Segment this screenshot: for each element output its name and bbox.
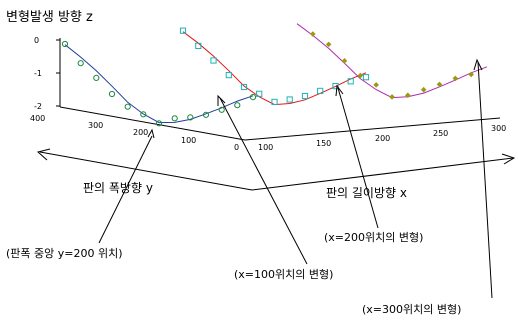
- marker-x300-5: [389, 94, 395, 100]
- marker-x100-9: [202, 111, 210, 118]
- leader-x200: [337, 87, 379, 229]
- y-tick-300: 300: [88, 121, 103, 130]
- x-tick-250: 250: [433, 129, 448, 138]
- marker-x200-3: [225, 72, 232, 79]
- marker-x100-6: [155, 120, 163, 127]
- annotation-x100: (x=100위치의 변형): [234, 268, 333, 281]
- z-tick-2: -2: [34, 102, 42, 111]
- x-axis-ticks: 100 150 200 250 300: [258, 124, 506, 152]
- marker-x200-5: [256, 90, 263, 97]
- marker-x100-1: [77, 60, 84, 67]
- marker-x100-8: [187, 114, 194, 121]
- annotation-x200: (x=200위치의 변형): [324, 231, 423, 244]
- series-layer: [61, 23, 488, 127]
- x-direction-arrowhead: [501, 153, 516, 165]
- leader-center: [98, 135, 153, 244]
- marker-x200-0: [179, 27, 187, 34]
- marker-x100-12: [249, 94, 257, 101]
- x-axis-line: [244, 117, 501, 141]
- series-line-x100: [64, 44, 254, 124]
- leader-x300: [477, 61, 493, 299]
- marker-x200-4: [240, 83, 248, 91]
- y-tick-400: 400: [30, 114, 45, 123]
- z-tick-0: 0: [34, 36, 39, 45]
- x-tick-100: 100: [258, 143, 273, 152]
- y-tick-0: 0: [234, 143, 239, 152]
- marker-x200-12: [362, 74, 370, 81]
- marker-x300-2: [341, 58, 348, 64]
- marker-x100-4: [124, 103, 131, 110]
- x-axis-label: 판의 길이방향 x: [326, 186, 407, 200]
- annotation-x300: (x=300위치의 변형): [362, 303, 461, 316]
- marker-x300-7: [420, 86, 427, 93]
- annotation-center: (판폭 중앙 y=200 위치): [6, 247, 123, 260]
- marker-x200-1: [195, 42, 202, 49]
- marker-x100-7: [171, 115, 178, 122]
- marker-x300-6: [405, 92, 411, 99]
- marker-x200-11: [347, 78, 354, 85]
- marker-x100-11: [234, 102, 241, 109]
- series-line-x300: [296, 23, 488, 99]
- series-line-x200: [182, 31, 367, 106]
- marker-x300-4: [373, 82, 379, 88]
- marker-x100-10: [218, 106, 225, 113]
- direction-arrows: [36, 148, 516, 191]
- marker-x200-6: [271, 98, 278, 106]
- marker-x300-8: [436, 81, 443, 88]
- marker-x200-9: [317, 87, 324, 95]
- marker-x100-3: [108, 90, 116, 98]
- leader-x100: [219, 97, 308, 265]
- y-axis-line: [59, 106, 246, 141]
- x-tick-300: 300: [491, 124, 506, 133]
- marker-x300-0: [310, 31, 316, 37]
- marker-x300-1: [325, 41, 332, 48]
- y-tick-100: 100: [181, 136, 196, 145]
- marker-x300-3: [357, 72, 364, 79]
- z-axis: 0 -1 -2: [34, 36, 61, 111]
- marker-x100-0: [61, 40, 69, 48]
- marker-x200-8: [301, 92, 309, 100]
- y-axis-ticks: 400 300 200 100 0: [30, 114, 239, 152]
- marker-x300-10: [468, 71, 474, 78]
- marker-x200-10: [332, 83, 339, 90]
- marker-x100-5: [140, 111, 147, 118]
- y-axis-label: 판의 폭방향 y: [83, 181, 153, 195]
- x-tick-150: 150: [316, 139, 331, 148]
- annotation-leaders: [98, 58, 493, 299]
- y-direction-arrowhead: [36, 148, 51, 161]
- marker-x100-2: [93, 74, 100, 82]
- z-tick-1: -1: [34, 69, 42, 78]
- y-direction-line: [39, 151, 253, 191]
- marker-x200-2: [210, 57, 217, 64]
- base-axes: [59, 106, 501, 141]
- marker-x300-9: [452, 75, 459, 82]
- x-tick-200: 200: [375, 134, 390, 143]
- marker-x200-7: [286, 96, 293, 103]
- x-direction-line: [251, 157, 514, 191]
- chart-title: 변형발생 방향 z: [6, 10, 93, 25]
- y-tick-200: 200: [133, 128, 148, 137]
